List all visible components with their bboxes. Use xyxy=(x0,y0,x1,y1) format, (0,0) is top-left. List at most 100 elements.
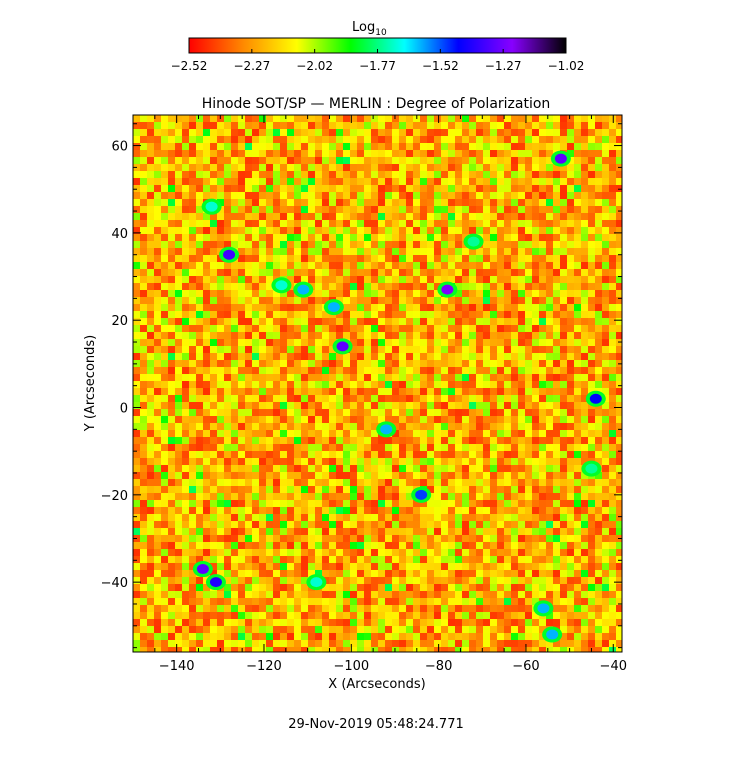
heatmap-cell xyxy=(364,451,371,458)
heatmap-cell xyxy=(504,136,511,143)
heatmap-cell xyxy=(315,381,322,388)
heatmap-cell xyxy=(189,479,196,486)
heatmap-cell xyxy=(602,381,609,388)
heatmap-cell xyxy=(224,577,231,584)
heatmap-cell xyxy=(504,500,511,507)
heatmap-cell xyxy=(546,255,553,262)
heatmap-cell xyxy=(497,339,504,346)
heatmap-cell xyxy=(504,472,511,479)
heatmap-cell xyxy=(441,178,448,185)
heatmap-cell xyxy=(308,248,315,255)
heatmap-cell xyxy=(406,423,413,430)
heatmap-cell xyxy=(455,381,462,388)
heatmap-cell xyxy=(266,353,273,360)
heatmap-cell xyxy=(175,290,182,297)
heatmap-cell xyxy=(420,339,427,346)
heatmap-cell xyxy=(350,262,357,269)
heatmap-cell xyxy=(525,458,532,465)
heatmap-cell xyxy=(434,535,441,542)
heatmap-cell xyxy=(455,535,462,542)
heatmap-cell xyxy=(238,444,245,451)
heatmap-cell xyxy=(350,556,357,563)
heatmap-cell xyxy=(224,353,231,360)
heatmap-cell xyxy=(595,591,602,598)
heatmap-cell xyxy=(392,192,399,199)
heatmap-cell xyxy=(581,528,588,535)
heatmap-cell xyxy=(308,514,315,521)
heatmap-cell xyxy=(525,346,532,353)
heatmap-cell xyxy=(245,577,252,584)
heatmap-cell xyxy=(553,458,560,465)
heatmap-cell xyxy=(476,584,483,591)
heatmap-cell xyxy=(413,542,420,549)
heatmap-cell xyxy=(175,360,182,367)
heatmap-cell xyxy=(525,304,532,311)
heatmap-cell xyxy=(385,311,392,318)
heatmap-cell xyxy=(588,164,595,171)
heatmap-cell xyxy=(476,164,483,171)
heatmap-cell xyxy=(175,311,182,318)
heatmap-cell xyxy=(385,206,392,213)
heatmap-cell xyxy=(469,346,476,353)
heatmap-cell xyxy=(371,290,378,297)
heatmap-cell xyxy=(567,563,574,570)
heatmap-cell xyxy=(406,122,413,129)
heatmap-cell xyxy=(140,213,147,220)
heatmap-cell xyxy=(399,528,406,535)
heatmap-cell xyxy=(329,535,336,542)
heatmap-cell xyxy=(189,290,196,297)
heatmap-cell xyxy=(329,164,336,171)
heatmap-cell xyxy=(448,311,455,318)
heatmap-cell xyxy=(567,423,574,430)
heatmap-cell xyxy=(511,409,518,416)
heatmap-cell xyxy=(532,584,539,591)
heatmap-cell xyxy=(217,318,224,325)
heatmap-cell xyxy=(273,325,280,332)
heatmap-cell xyxy=(560,507,567,514)
heatmap-cell xyxy=(287,157,294,164)
heatmap-cell xyxy=(336,262,343,269)
heatmap-cell xyxy=(455,458,462,465)
heatmap-cell xyxy=(448,241,455,248)
heatmap-cell xyxy=(182,458,189,465)
heatmap-cell xyxy=(175,416,182,423)
heatmap-cell xyxy=(133,129,140,136)
heatmap-cell xyxy=(133,444,140,451)
heatmap-cell xyxy=(322,164,329,171)
heatmap-cell xyxy=(322,311,329,318)
heatmap-cell xyxy=(497,479,504,486)
heatmap-cell xyxy=(196,402,203,409)
heatmap-cell xyxy=(518,577,525,584)
heatmap-cell xyxy=(588,122,595,129)
heatmap-cell xyxy=(497,325,504,332)
heatmap-cell xyxy=(581,556,588,563)
heatmap-cell xyxy=(217,304,224,311)
heatmap-cell xyxy=(462,472,469,479)
heatmap-cell xyxy=(462,542,469,549)
heatmap-cell xyxy=(154,297,161,304)
heatmap-cell xyxy=(308,353,315,360)
heatmap-cell xyxy=(518,514,525,521)
heatmap-cell xyxy=(357,353,364,360)
heatmap-cell xyxy=(574,381,581,388)
heatmap-cell xyxy=(133,430,140,437)
heatmap-cell xyxy=(308,227,315,234)
heatmap-cell xyxy=(462,507,469,514)
heatmap-cell xyxy=(616,584,622,591)
heatmap-cell xyxy=(343,283,350,290)
heatmap-cell xyxy=(210,563,217,570)
heatmap-cell xyxy=(497,416,504,423)
heatmap-cell xyxy=(168,136,175,143)
heatmap-cell xyxy=(252,584,259,591)
heatmap-cell xyxy=(210,437,217,444)
heatmap-cell xyxy=(133,150,140,157)
heatmap-cell xyxy=(259,136,266,143)
heatmap-cell xyxy=(602,598,609,605)
heatmap-cell xyxy=(532,507,539,514)
heatmap-cell xyxy=(385,549,392,556)
heatmap-cell xyxy=(581,577,588,584)
heatmap-cell xyxy=(238,493,245,500)
heatmap-cell xyxy=(259,234,266,241)
heatmap-cell xyxy=(259,353,266,360)
heatmap-cell xyxy=(329,332,336,339)
